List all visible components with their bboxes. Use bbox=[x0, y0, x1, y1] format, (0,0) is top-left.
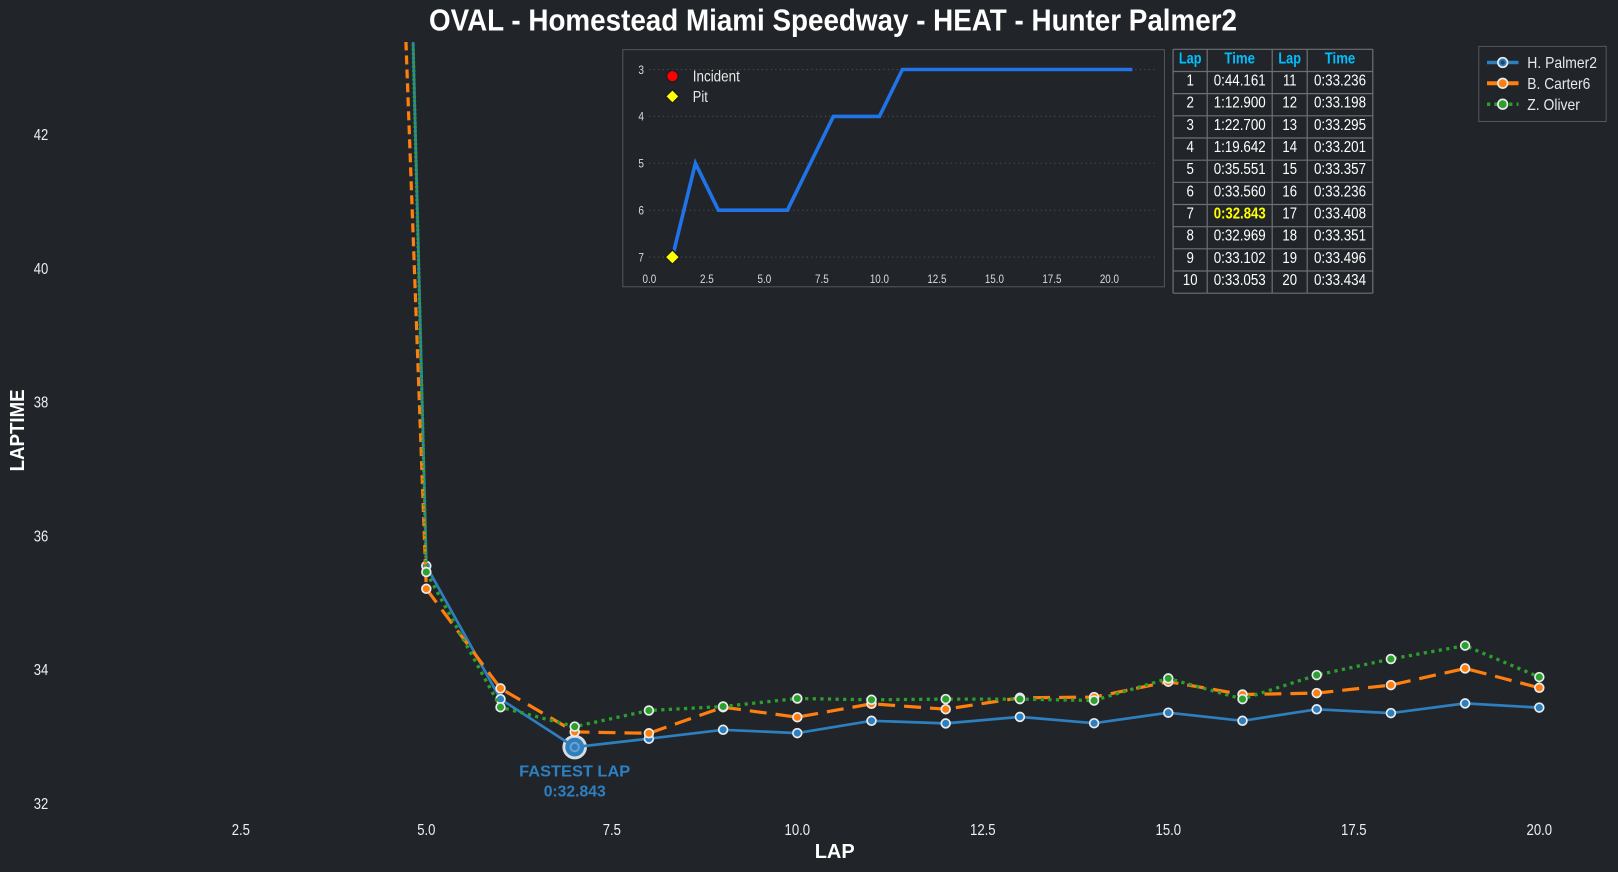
svg-text:2: 2 bbox=[1187, 95, 1194, 112]
svg-text:11: 11 bbox=[1283, 73, 1297, 90]
svg-text:0:33.201: 0:33.201 bbox=[1314, 139, 1366, 156]
svg-text:12.5: 12.5 bbox=[970, 822, 996, 839]
svg-text:7: 7 bbox=[638, 250, 644, 264]
svg-text:12: 12 bbox=[1282, 95, 1297, 112]
svg-text:1:19.642: 1:19.642 bbox=[1214, 139, 1266, 156]
svg-text:7.5: 7.5 bbox=[603, 822, 621, 839]
svg-text:5: 5 bbox=[1187, 161, 1194, 178]
svg-text:Lap: Lap bbox=[1179, 50, 1202, 67]
svg-text:32: 32 bbox=[34, 796, 49, 813]
svg-text:7.5: 7.5 bbox=[815, 272, 829, 286]
svg-text:15: 15 bbox=[1282, 161, 1297, 178]
svg-text:6: 6 bbox=[1187, 183, 1194, 200]
svg-text:5: 5 bbox=[638, 157, 644, 171]
svg-text:9: 9 bbox=[1187, 250, 1194, 267]
svg-text:FASTEST LAP: FASTEST LAP bbox=[519, 764, 630, 781]
svg-text:20.0: 20.0 bbox=[1100, 272, 1119, 286]
svg-text:40: 40 bbox=[34, 261, 49, 278]
svg-text:OVAL - Homestead Miami Speedwa: OVAL - Homestead Miami Speedway - HEAT -… bbox=[429, 3, 1237, 38]
svg-text:12.5: 12.5 bbox=[927, 272, 946, 286]
svg-text:0:33.560: 0:33.560 bbox=[1214, 183, 1266, 200]
svg-text:0:35.551: 0:35.551 bbox=[1214, 161, 1266, 178]
svg-text:1:12.900: 1:12.900 bbox=[1214, 95, 1266, 112]
svg-text:Time: Time bbox=[1224, 50, 1255, 67]
svg-text:0:33.357: 0:33.357 bbox=[1314, 161, 1366, 178]
svg-text:0:32.843: 0:32.843 bbox=[1214, 206, 1266, 223]
svg-text:15.0: 15.0 bbox=[1156, 822, 1182, 839]
svg-text:10.0: 10.0 bbox=[870, 272, 889, 286]
svg-text:4: 4 bbox=[638, 110, 644, 124]
svg-text:B. Carter6: B. Carter6 bbox=[1527, 76, 1590, 93]
svg-text:LAPTIME: LAPTIME bbox=[7, 389, 29, 471]
svg-text:10: 10 bbox=[1183, 272, 1198, 289]
svg-text:17.5: 17.5 bbox=[1341, 822, 1367, 839]
svg-text:14: 14 bbox=[1282, 139, 1297, 156]
svg-text:1:22.700: 1:22.700 bbox=[1214, 117, 1266, 134]
svg-text:36: 36 bbox=[34, 528, 49, 545]
svg-text:0:33.408: 0:33.408 bbox=[1314, 206, 1366, 223]
svg-text:20: 20 bbox=[1282, 272, 1297, 289]
svg-text:0:33.496: 0:33.496 bbox=[1314, 250, 1366, 267]
svg-text:42: 42 bbox=[34, 127, 49, 144]
svg-text:Lap: Lap bbox=[1278, 50, 1301, 67]
svg-text:34: 34 bbox=[34, 662, 49, 679]
svg-text:10.0: 10.0 bbox=[785, 822, 811, 839]
svg-text:0:33.102: 0:33.102 bbox=[1214, 250, 1266, 267]
svg-text:0:33.053: 0:33.053 bbox=[1214, 272, 1266, 289]
svg-text:Z. Oliver: Z. Oliver bbox=[1527, 97, 1580, 114]
svg-text:7: 7 bbox=[1187, 206, 1194, 223]
svg-text:5.0: 5.0 bbox=[417, 822, 435, 839]
svg-text:20.0: 20.0 bbox=[1527, 822, 1553, 839]
svg-text:17.5: 17.5 bbox=[1042, 272, 1061, 286]
svg-text:18: 18 bbox=[1282, 228, 1297, 245]
svg-text:38: 38 bbox=[34, 395, 49, 412]
svg-text:15.0: 15.0 bbox=[985, 272, 1004, 286]
svg-text:0:32.843: 0:32.843 bbox=[544, 784, 606, 801]
svg-text:0:33.236: 0:33.236 bbox=[1314, 73, 1366, 90]
svg-text:Time: Time bbox=[1325, 50, 1356, 67]
svg-text:4: 4 bbox=[1187, 139, 1194, 156]
svg-text:0:33.434: 0:33.434 bbox=[1314, 272, 1366, 289]
svg-text:13: 13 bbox=[1282, 117, 1297, 134]
svg-text:0:33.236: 0:33.236 bbox=[1314, 183, 1366, 200]
svg-text:Pit: Pit bbox=[693, 89, 708, 106]
svg-text:19: 19 bbox=[1282, 250, 1297, 267]
svg-text:6: 6 bbox=[638, 204, 644, 218]
svg-text:0:44.161: 0:44.161 bbox=[1214, 73, 1266, 90]
svg-text:LAP: LAP bbox=[815, 841, 855, 863]
svg-text:0:33.295: 0:33.295 bbox=[1314, 117, 1366, 134]
svg-text:0:33.351: 0:33.351 bbox=[1314, 228, 1366, 245]
svg-text:Incident: Incident bbox=[693, 69, 740, 86]
svg-text:0.0: 0.0 bbox=[643, 272, 657, 286]
svg-text:3: 3 bbox=[1187, 117, 1194, 134]
svg-text:17: 17 bbox=[1282, 206, 1297, 223]
svg-text:8: 8 bbox=[1187, 228, 1194, 245]
svg-text:5.0: 5.0 bbox=[758, 272, 772, 286]
svg-text:2.5: 2.5 bbox=[700, 272, 714, 286]
svg-text:0:32.969: 0:32.969 bbox=[1214, 228, 1266, 245]
svg-text:16: 16 bbox=[1282, 183, 1297, 200]
svg-text:0:33.198: 0:33.198 bbox=[1314, 95, 1366, 112]
svg-text:2.5: 2.5 bbox=[232, 822, 250, 839]
svg-text:3: 3 bbox=[638, 63, 644, 77]
svg-text:1: 1 bbox=[1187, 73, 1194, 90]
svg-text:H. Palmer2: H. Palmer2 bbox=[1527, 55, 1597, 72]
